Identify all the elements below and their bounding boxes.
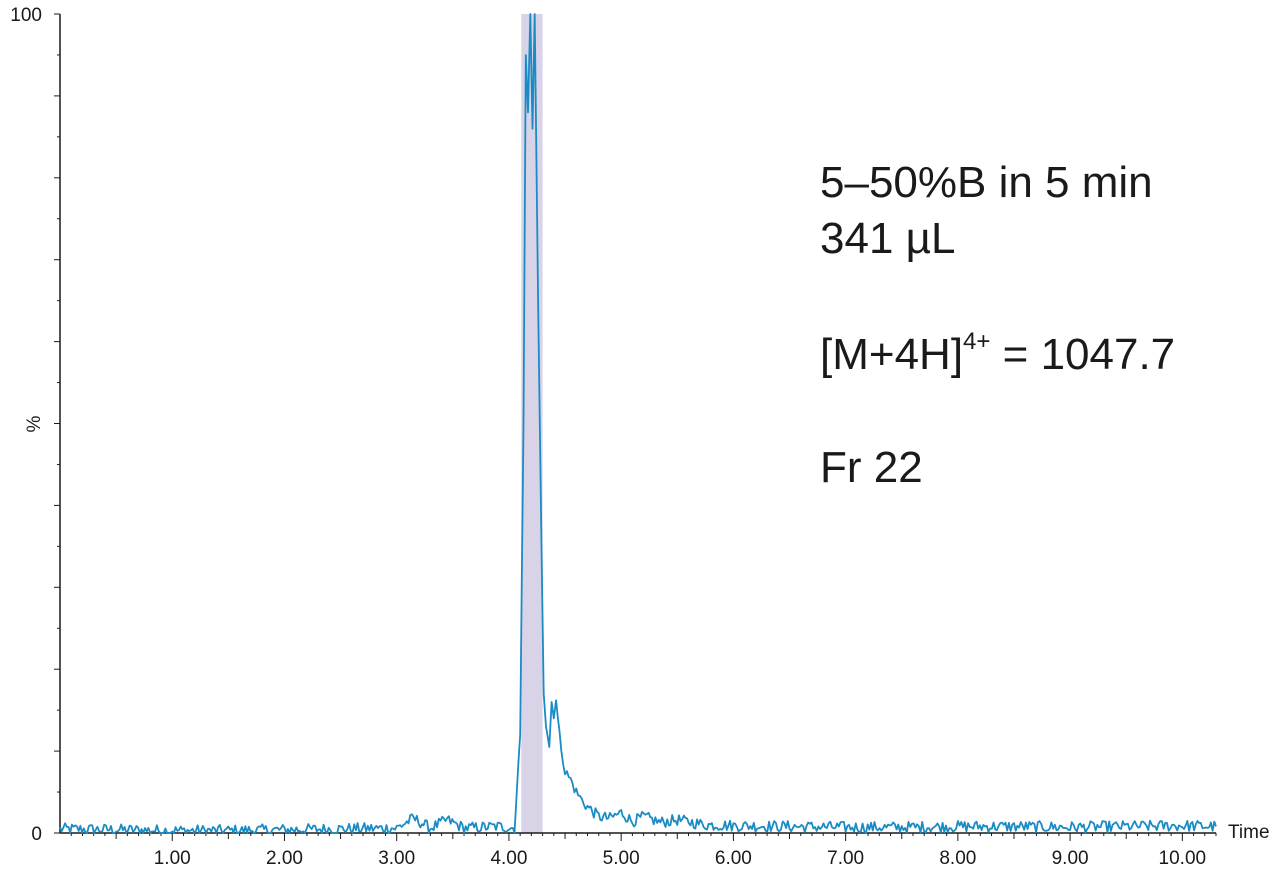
annotation-gradient: 5–50%B in 5 min xyxy=(820,158,1153,207)
annotation-ion-base: [M+4H] xyxy=(820,330,963,379)
ticks: 0 100 1.00 2.00 3.00 4.00 5.00 6.00 7.00 8.00 9.00… xyxy=(10,5,1217,869)
x-tick-label: 4.00 xyxy=(490,848,527,869)
annotation-ion-charge: 4+ xyxy=(963,328,990,355)
axes xyxy=(59,14,1216,834)
chromatogram-trace xyxy=(59,13,1217,834)
x-tick-label: 3.00 xyxy=(378,848,415,869)
x-tick-label: 1.00 xyxy=(154,848,191,869)
x-axis-label: Time xyxy=(1228,822,1270,843)
x-tick-label: 7.00 xyxy=(827,848,864,869)
annotation-block: 5–50%B in 5 min 341 µL [M+4H]4+ = 1047.7… xyxy=(820,158,1175,492)
x-tick-label: 6.00 xyxy=(715,848,752,869)
x-tick-label: 9.00 xyxy=(1052,848,1089,869)
series xyxy=(59,13,1217,834)
x-tick-label: 10.00 xyxy=(1159,848,1207,869)
y-tick-label: 0 xyxy=(31,824,42,845)
annotation-fraction: Fr 22 xyxy=(820,443,923,492)
annotation-volume: 341 µL xyxy=(820,214,955,263)
annotation-ion-value: = 1047.7 xyxy=(990,330,1175,379)
x-tick-label: 5.00 xyxy=(603,848,640,869)
annotation-ion: [M+4H]4+ = 1047.7 xyxy=(820,328,1175,379)
y-tick-label: 100 xyxy=(10,5,42,26)
x-tick-label: 8.00 xyxy=(939,848,976,869)
x-tick-label: 2.00 xyxy=(266,848,303,869)
y-axis-label: % xyxy=(24,415,45,432)
